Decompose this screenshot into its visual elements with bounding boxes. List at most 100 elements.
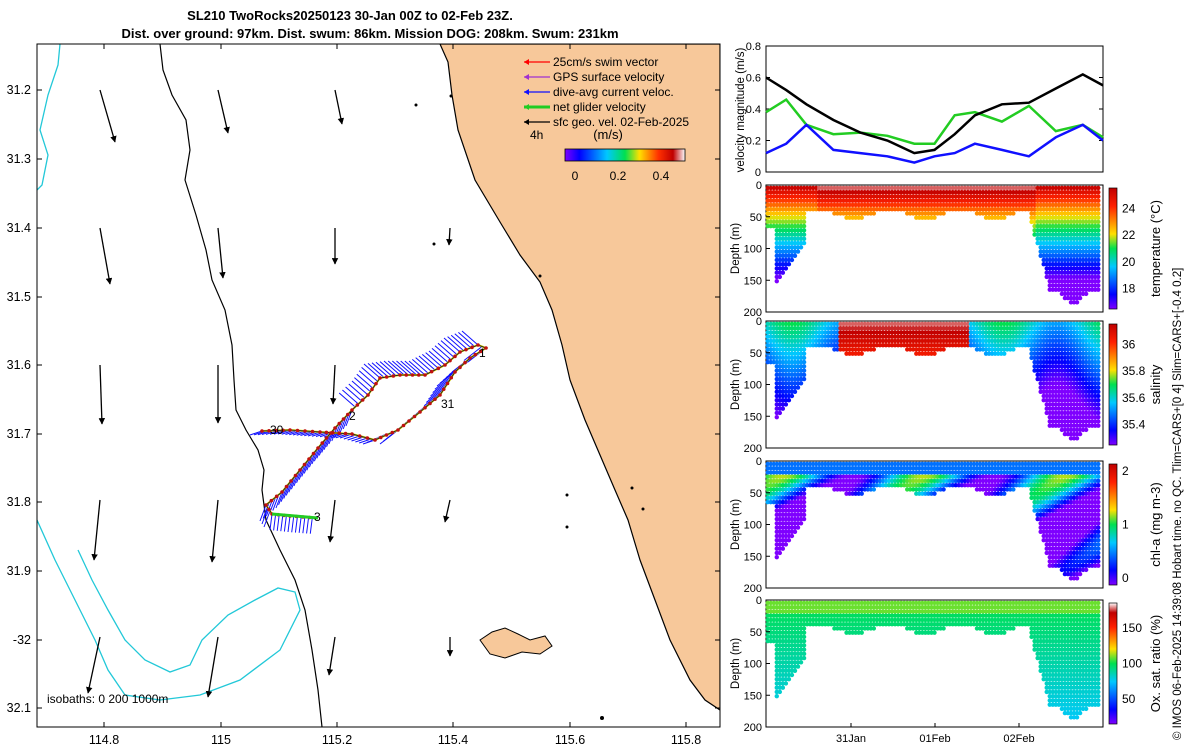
section-dot (944, 334, 949, 339)
section-dot (941, 334, 946, 339)
current-vector (361, 367, 378, 382)
section-dot (810, 613, 816, 618)
section-dot (1065, 410, 1071, 416)
section-dot (844, 621, 849, 627)
section-dot (1053, 342, 1059, 348)
section-dot (783, 508, 789, 513)
section-dot (1053, 330, 1059, 335)
section-dot (862, 326, 867, 331)
section-dot (792, 359, 798, 365)
section-dot (820, 482, 825, 488)
section-dot (1059, 321, 1065, 327)
section-dot (1059, 393, 1065, 399)
section-dot (814, 206, 819, 212)
section-ylabel: Depth (m) (730, 359, 742, 410)
section-dot (777, 470, 783, 475)
section-dot (883, 617, 889, 623)
section-dot (1041, 326, 1046, 331)
section-dot (777, 406, 783, 411)
section-dot (817, 321, 822, 327)
section-dot (1002, 321, 1007, 327)
section-dot (795, 347, 801, 352)
section-dot (1017, 466, 1022, 471)
section-dot (995, 478, 1001, 484)
section-dot (1077, 499, 1083, 505)
section-dot (1017, 342, 1022, 348)
section-dot (1053, 499, 1059, 505)
section-dot (965, 605, 971, 610)
section-dot (1056, 364, 1062, 369)
section-dot (1068, 491, 1074, 496)
section-dot (941, 487, 946, 492)
section-dot (823, 617, 828, 623)
section-dot (1056, 381, 1062, 386)
section-dot (1053, 347, 1059, 352)
section-dot (917, 609, 922, 614)
section-dot (1068, 355, 1074, 361)
section-dot (798, 470, 804, 475)
section-dot (1074, 215, 1080, 220)
section-dot (895, 461, 901, 467)
section-dot (1093, 249, 1098, 254)
section-dot (1044, 262, 1049, 267)
section-dot (1090, 516, 1095, 522)
section-dot (1059, 326, 1065, 331)
section-dot (1041, 461, 1046, 467)
current-vector (354, 377, 371, 392)
section-dot (1038, 232, 1043, 237)
section-dot (1041, 525, 1046, 530)
section-dot (810, 185, 816, 191)
section-dot (1080, 554, 1086, 560)
section-dot (850, 194, 855, 199)
section-dot (856, 491, 861, 496)
section-dot (1014, 206, 1019, 212)
section-dot (1014, 613, 1019, 618)
section-dot (1041, 533, 1046, 539)
section-dot (783, 249, 789, 254)
section-dot (938, 321, 943, 327)
section-dot (771, 470, 776, 475)
section-dot (1017, 202, 1022, 208)
section-dot (1077, 419, 1083, 424)
section-dot (901, 621, 907, 627)
section-dot (1068, 381, 1074, 386)
section-dot (786, 253, 792, 258)
section-dot (777, 685, 783, 690)
section-dot (859, 466, 864, 471)
section-dot (1038, 617, 1043, 623)
section-dot (1086, 559, 1092, 564)
section-dot (771, 185, 776, 191)
section-dot (1029, 185, 1034, 191)
section-dot (1071, 274, 1077, 280)
section-dot (1090, 236, 1095, 242)
section-dot (911, 190, 916, 195)
section-dot (1056, 198, 1062, 203)
section-dot (999, 474, 1004, 479)
section-dot (1038, 215, 1043, 220)
section-dot (950, 194, 955, 199)
section-dot (1074, 334, 1080, 339)
section-dot (817, 194, 822, 199)
section-dot (1090, 202, 1095, 208)
section-dot (1062, 499, 1068, 505)
section-ytick-label: 200 (744, 307, 762, 319)
section-dot (892, 330, 898, 335)
section-dot (901, 202, 907, 208)
section-dot (865, 321, 870, 327)
section-dot (995, 190, 1001, 195)
section-dot (1023, 613, 1028, 618)
section-dot (1074, 194, 1080, 199)
section-dot (932, 211, 937, 216)
section-dot (1093, 368, 1098, 373)
section-dot (1038, 202, 1043, 208)
section-dot (859, 351, 864, 356)
section-dot (1032, 638, 1037, 644)
section-dot (780, 211, 786, 216)
section-dot (1002, 626, 1007, 631)
section-dot (765, 202, 770, 208)
section-dot (880, 474, 886, 479)
section-dot (1071, 342, 1077, 348)
section-dot (1041, 609, 1046, 614)
section-dot (1032, 202, 1037, 208)
